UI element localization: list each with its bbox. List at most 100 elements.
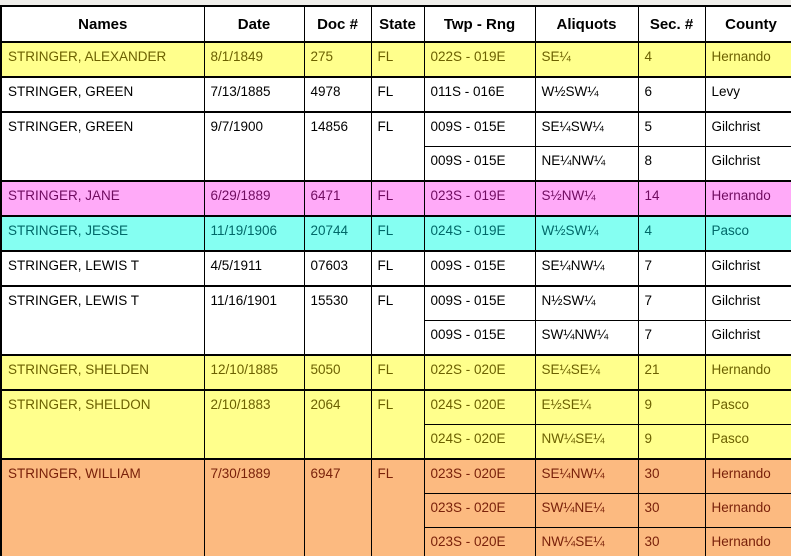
sec-number-cell: 30 (637, 458, 706, 494)
column-header-state[interactable]: State (370, 5, 425, 43)
sec-number-cell: 4 (637, 41, 706, 78)
county-cell: Pasco (704, 215, 791, 252)
date-cell: 7/30/1889 (203, 458, 305, 556)
aliquots-cell: N½SW¼ (534, 285, 639, 321)
county-cell: Hernando (704, 180, 791, 217)
county-cell: Hernando (704, 458, 791, 494)
record-row[interactable]: STRINGER, SHELDEN 12/10/1885 5050 FL 022S - … (0, 354, 791, 391)
column-header-county[interactable]: County (704, 5, 791, 43)
record-row[interactable]: STRINGER, GREEN 9/7/1900 14856 FL 009S - 015… (0, 111, 791, 182)
doc-number-cell: 2064 (303, 389, 372, 460)
page-top-gutter (0, 0, 791, 5)
twp-rng-cell: 023S - 019E (423, 180, 536, 217)
parcel-sub-row[interactable]: 023S - 020E SW¼NE¼ 30 Hernando (1, 493, 791, 528)
twp-rng-cell: 024S - 020E (423, 389, 536, 425)
twp-rng-cell: 023S - 020E (423, 493, 536, 528)
name-cell: STRINGER, JESSE (0, 215, 205, 252)
date-cell: 2/10/1883 (203, 389, 305, 460)
sec-number-cell: 4 (637, 215, 706, 252)
aliquots-cell: SE¼NW¼ (534, 458, 639, 494)
twp-rng-cell: 024S - 019E (423, 215, 536, 252)
sec-number-cell: 6 (637, 76, 706, 113)
state-cell: FL (370, 111, 425, 182)
twp-rng-cell: 009S - 015E (423, 111, 536, 147)
aliquots-cell: NW¼SE¼ (534, 527, 639, 556)
date-cell: 11/16/1901 (203, 285, 305, 356)
record-row[interactable]: STRINGER, LEWIS T 4/5/1911 07603 FL 009S - 0… (0, 250, 791, 287)
sec-number-cell: 21 (637, 354, 706, 391)
column-header-names[interactable]: Names (0, 5, 205, 43)
aliquots-cell: W½SW¼ (534, 215, 639, 252)
county-cell: Gilchrist (704, 146, 791, 182)
name-cell: STRINGER, SHELDEN (0, 354, 205, 391)
doc-number-cell: 4978 (303, 76, 372, 113)
doc-number-cell: 14856 (303, 111, 372, 182)
parcel-sub-row[interactable]: 009S - 015E NE¼NW¼ 8 Gilchrist (1, 146, 791, 182)
aliquots-cell: SE¼NW¼ (534, 250, 639, 287)
record-row[interactable]: STRINGER, WILLIAM 7/30/1889 6947 FL 023S - 0… (0, 458, 791, 556)
column-header-doc[interactable]: Doc # (303, 5, 372, 43)
parcel-sub-row[interactable]: 009S - 015E SW¼NW¼ 7 Gilchrist (1, 320, 791, 356)
sec-number-cell: 7 (637, 320, 706, 356)
name-cell: STRINGER, LEWIS T (0, 250, 205, 287)
column-header-sec[interactable]: Sec. # (637, 5, 706, 43)
name-cell: STRINGER, WILLIAM (0, 458, 205, 556)
doc-number-cell: 20744 (303, 215, 372, 252)
state-cell: FL (370, 389, 425, 460)
record-row[interactable]: STRINGER, LEWIS T 11/16/1901 15530 FL 009S -… (0, 285, 791, 356)
name-cell: STRINGER, GREEN (0, 111, 205, 182)
twp-rng-cell: 009S - 015E (423, 320, 536, 356)
aliquots-cell: SW¼NW¼ (534, 320, 639, 356)
twp-rng-cell: 011S - 016E (423, 76, 536, 113)
state-cell: FL (370, 180, 425, 217)
county-cell: Hernando (704, 527, 791, 556)
sec-number-cell: 7 (637, 250, 706, 287)
sec-number-cell: 9 (637, 389, 706, 425)
county-cell: Gilchrist (704, 250, 791, 287)
sec-number-cell: 30 (637, 493, 706, 528)
county-cell: Levy (704, 76, 791, 113)
county-cell: Pasco (704, 424, 791, 460)
land-records-table: Names Date Doc # State Twp - Rng Aliquot… (0, 5, 791, 556)
record-row[interactable]: STRINGER, JESSE 11/19/1906 20744 FL 024S - 0… (0, 215, 791, 252)
aliquots-cell: SE¼ (534, 41, 639, 78)
parcel-sub-row[interactable]: 024S - 020E NW¼SE¼ 9 Pasco (1, 424, 791, 460)
column-header-twp-rng[interactable]: Twp - Rng (423, 5, 536, 43)
aliquots-cell: E½SE¼ (534, 389, 639, 425)
state-cell: FL (370, 250, 425, 287)
twp-rng-cell: 009S - 015E (423, 146, 536, 182)
aliquots-cell: SW¼NE¼ (534, 493, 639, 528)
twp-rng-cell: 022S - 019E (423, 41, 536, 78)
sec-number-cell: 9 (637, 424, 706, 460)
name-cell: STRINGER, ALEXANDER (0, 41, 205, 78)
twp-rng-cell: 022S - 020E (423, 354, 536, 391)
state-cell: FL (370, 41, 425, 78)
twp-rng-cell: 024S - 020E (423, 424, 536, 460)
county-cell: Hernando (704, 493, 791, 528)
sec-number-cell: 5 (637, 111, 706, 147)
county-cell: Pasco (704, 389, 791, 425)
twp-rng-cell: 023S - 020E (423, 527, 536, 556)
state-cell: FL (370, 354, 425, 391)
name-cell: STRINGER, GREEN (0, 76, 205, 113)
county-cell: Gilchrist (704, 320, 791, 356)
sec-number-cell: 14 (637, 180, 706, 217)
doc-number-cell: 275 (303, 41, 372, 78)
parcel-sub-row[interactable]: 023S - 020E NW¼SE¼ 30 Hernando (1, 527, 791, 556)
county-cell: Gilchrist (704, 111, 791, 147)
date-cell: 9/7/1900 (203, 111, 305, 182)
doc-number-cell: 5050 (303, 354, 372, 391)
record-row[interactable]: STRINGER, SHELDON 2/10/1883 2064 FL 024S - 0… (0, 389, 791, 460)
column-header-aliquots[interactable]: Aliquots (534, 5, 639, 43)
doc-number-cell: 6947 (303, 458, 372, 556)
aliquots-cell: SE¼SW¼ (534, 111, 639, 147)
record-row[interactable]: STRINGER, ALEXANDER 8/1/1849 275 FL 022S - 0… (0, 41, 791, 78)
date-cell: 12/10/1885 (203, 354, 305, 391)
record-row[interactable]: STRINGER, GREEN 7/13/1885 4978 FL 011S - 016… (0, 76, 791, 113)
record-row[interactable]: STRINGER, JANE 6/29/1889 6471 FL 023S - 019E… (0, 180, 791, 217)
date-cell: 4/5/1911 (203, 250, 305, 287)
sec-number-cell: 7 (637, 285, 706, 321)
column-header-date[interactable]: Date (203, 5, 305, 43)
twp-rng-cell: 009S - 015E (423, 250, 536, 287)
